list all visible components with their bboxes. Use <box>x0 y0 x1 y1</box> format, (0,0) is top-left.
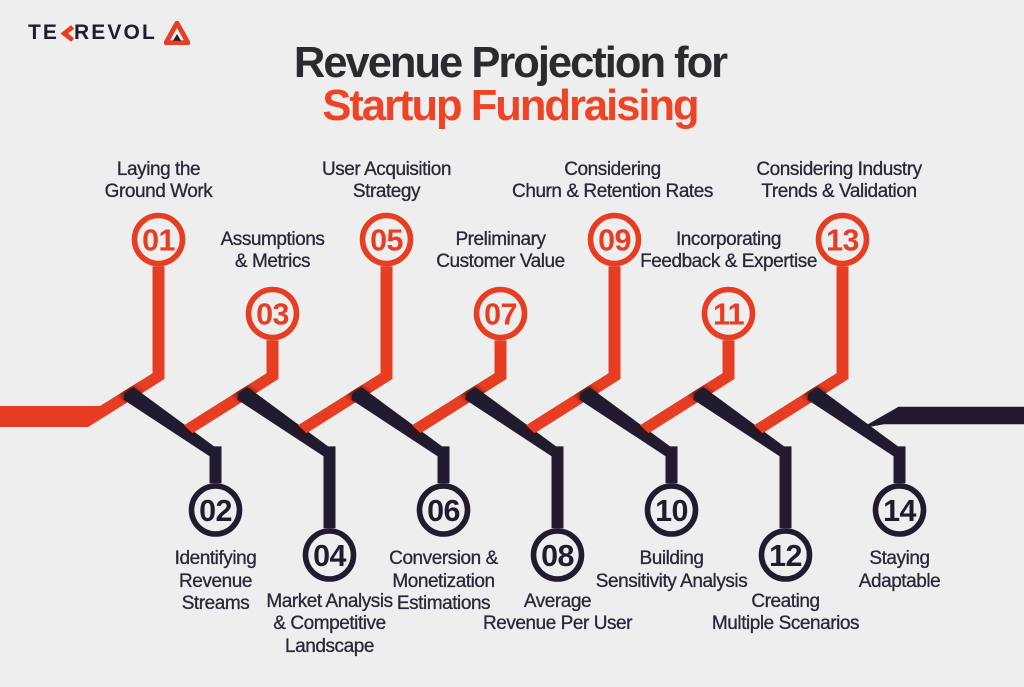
svg-text:06: 06 <box>427 494 460 528</box>
svg-text:11: 11 <box>713 298 745 332</box>
svg-text:13: 13 <box>826 224 859 258</box>
svg-text:07: 07 <box>484 298 517 332</box>
svg-text:01: 01 <box>142 224 175 258</box>
svg-text:10: 10 <box>655 494 688 528</box>
svg-text:09: 09 <box>598 224 631 258</box>
svg-text:04: 04 <box>313 539 346 573</box>
svg-text:02: 02 <box>199 494 232 528</box>
svg-text:08: 08 <box>541 539 574 573</box>
svg-text:05: 05 <box>370 224 403 258</box>
svg-text:12: 12 <box>769 539 802 573</box>
svg-text:03: 03 <box>256 298 289 332</box>
svg-text:14: 14 <box>883 494 916 528</box>
